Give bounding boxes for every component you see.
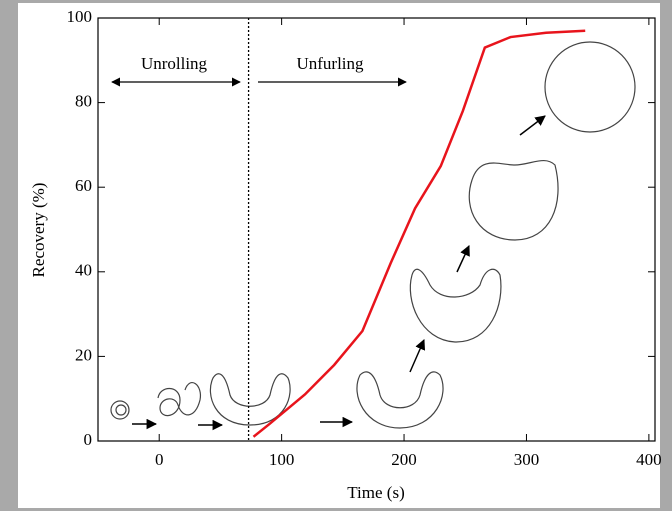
y-tick-label: 40: [75, 261, 92, 280]
sample-shapes: [110, 41, 636, 429]
y-tick-label: 60: [75, 176, 92, 195]
y-tick-label: 0: [84, 430, 93, 449]
x-tick-label: 200: [391, 450, 417, 469]
sample-arrows: [132, 115, 546, 431]
panel: [18, 3, 660, 508]
y-tick-label: 100: [67, 7, 93, 26]
x-tick-label: 0: [155, 450, 164, 469]
y-axis-label: Recovery (%): [29, 183, 48, 278]
annotation: Unfurling: [296, 54, 364, 73]
data-line: [252, 29, 586, 438]
y-tick-label: 20: [75, 345, 92, 364]
plot-frame: [97, 17, 656, 442]
annotation: Unrolling: [141, 54, 208, 73]
x-tick-label: 100: [269, 450, 295, 469]
x-tick-label: 300: [514, 450, 540, 469]
y-tick-label: 80: [75, 92, 92, 111]
x-axis-label: Time (s): [347, 483, 404, 502]
x-tick-label: 400: [636, 450, 662, 469]
